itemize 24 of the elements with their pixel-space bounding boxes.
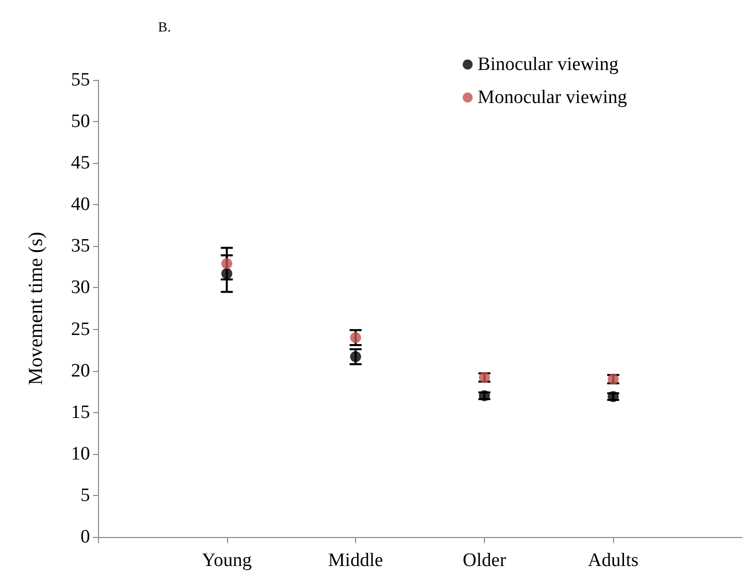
y-tick-label: 55 [71, 70, 90, 90]
y-tick-label: 5 [80, 484, 90, 506]
point [221, 258, 232, 270]
x-tick-label: Adults [588, 550, 639, 571]
y-tick-label: 50 [71, 111, 90, 132]
legend-label: Binocular viewing [478, 54, 620, 75]
y-tick-label: 25 [71, 318, 90, 340]
point [350, 351, 362, 362]
legend-label: Monocular viewing [478, 87, 628, 108]
x-tick-label: Young [202, 550, 252, 571]
x-tick-label: Older [462, 550, 507, 571]
chart-title: B. [158, 20, 171, 36]
y-tick-label: 20 [71, 360, 90, 382]
y-tick-label: 45 [71, 152, 90, 174]
y-tick-label: 10 [71, 443, 90, 464]
x-tick-label: Middle [328, 550, 384, 571]
y-tick-label: 15 [71, 402, 90, 423]
point [221, 268, 232, 280]
y-tick-label: 40 [71, 194, 90, 216]
y-axis-title: Movement time (s) [25, 232, 47, 386]
y-tick-label: 0 [80, 526, 90, 548]
point [350, 332, 362, 344]
y-tick-label: 30 [71, 277, 90, 298]
y-tick-label: 35 [71, 236, 90, 257]
